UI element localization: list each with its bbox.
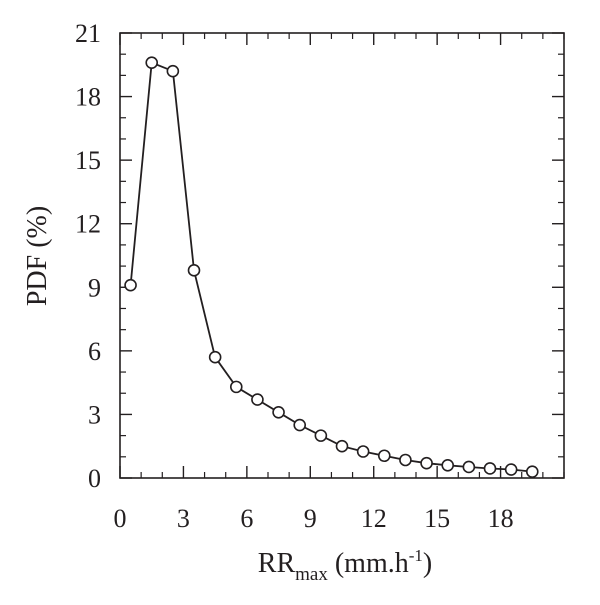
- x-axis-title-sub: max: [295, 564, 328, 585]
- data-point: [315, 430, 326, 441]
- y-tick-label: 15: [75, 146, 101, 175]
- data-point: [252, 394, 263, 405]
- data-point: [125, 280, 136, 291]
- x-axis-title-close: ): [423, 548, 432, 579]
- data-point: [337, 441, 348, 452]
- data-point: [379, 450, 390, 461]
- x-tick-label: 0: [114, 504, 127, 533]
- data-point: [485, 463, 496, 474]
- x-tick-label: 9: [304, 504, 317, 533]
- y-tick-labels: 0 3 6 9 12 15 18 21: [75, 19, 101, 493]
- x-axis-title-sup: -1: [409, 546, 423, 565]
- y-tick-label: 21: [75, 19, 101, 48]
- plot-frame: [120, 33, 564, 478]
- data-point: [463, 461, 474, 472]
- y-tick-label: 9: [88, 273, 101, 302]
- data-point: [506, 464, 517, 475]
- minor-ticks: [120, 33, 564, 478]
- x-axis-title-main: RR: [258, 548, 296, 579]
- data-point: [210, 352, 221, 363]
- x-tick-label: 12: [361, 504, 387, 533]
- data-point: [527, 466, 538, 477]
- data-point: [294, 420, 305, 431]
- x-tick-label: 15: [424, 504, 450, 533]
- x-axis-title: RRmax (mm.h-1): [258, 546, 432, 585]
- x-tick-label: 3: [177, 504, 190, 533]
- y-tick-label: 6: [88, 337, 101, 366]
- data-point: [421, 458, 432, 469]
- y-tick-label: 12: [75, 210, 101, 239]
- x-tick-labels: 0 3 6 9 12 15 18: [114, 504, 514, 533]
- x-tick-label: 6: [240, 504, 253, 533]
- data-point: [189, 265, 200, 276]
- data-point: [358, 446, 369, 457]
- y-tick-label: 18: [75, 83, 101, 112]
- data-point: [167, 66, 178, 77]
- data-point: [231, 381, 242, 392]
- y-tick-label: 0: [88, 464, 101, 493]
- data-markers: [125, 57, 538, 477]
- data-point: [442, 460, 453, 471]
- major-ticks: [120, 33, 564, 478]
- x-axis-title-units: (mm.h: [328, 548, 409, 579]
- data-point: [146, 57, 157, 68]
- y-tick-label: 3: [88, 400, 101, 429]
- x-tick-label: 18: [488, 504, 514, 533]
- data-point: [273, 407, 284, 418]
- y-axis-title: PDF (%): [22, 206, 53, 306]
- data-point: [400, 454, 411, 465]
